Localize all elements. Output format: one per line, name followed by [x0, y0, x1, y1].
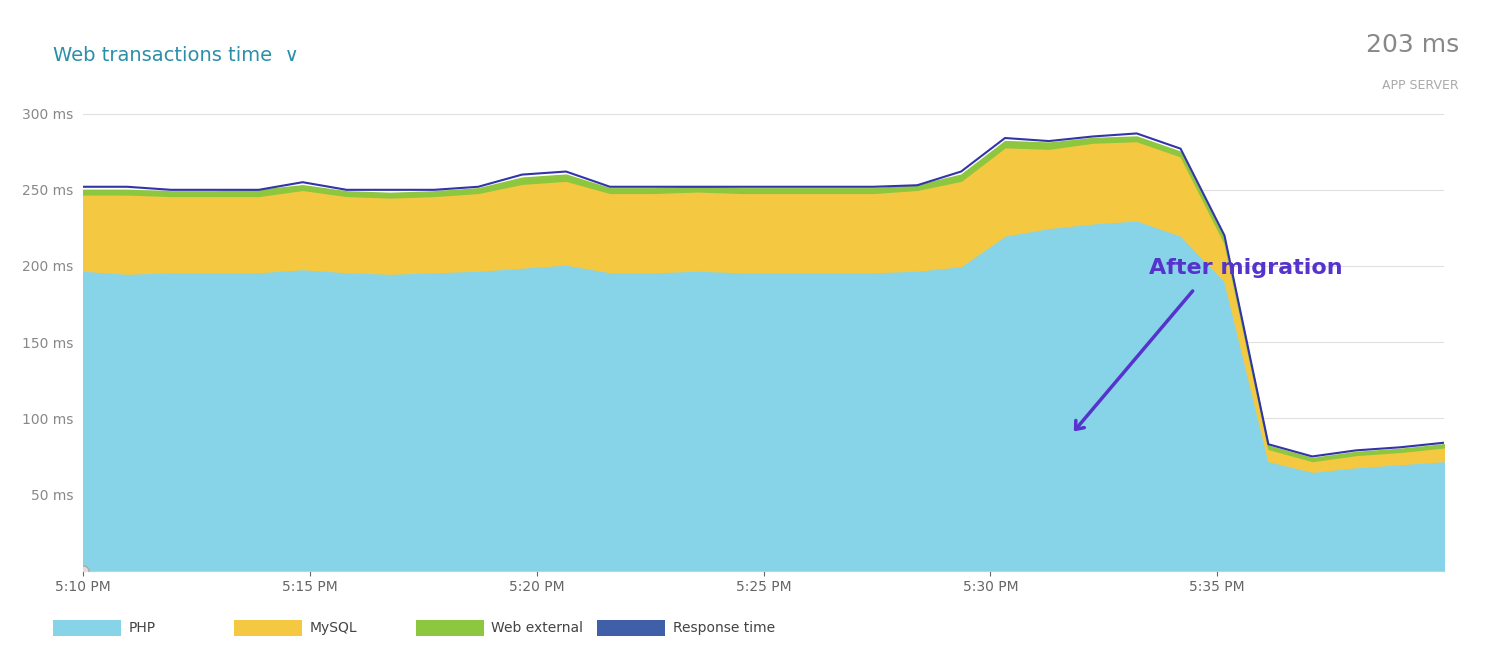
Text: MySQL: MySQL — [310, 621, 357, 636]
Text: 203 ms: 203 ms — [1365, 33, 1459, 57]
Text: Web external: Web external — [491, 621, 584, 636]
Text: After migration: After migration — [1149, 258, 1343, 277]
Text: PHP: PHP — [129, 621, 156, 636]
Text: APP SERVER: APP SERVER — [1382, 79, 1459, 92]
Text: Response time: Response time — [673, 621, 776, 636]
Text: Web transactions time  ∨: Web transactions time ∨ — [53, 46, 299, 65]
